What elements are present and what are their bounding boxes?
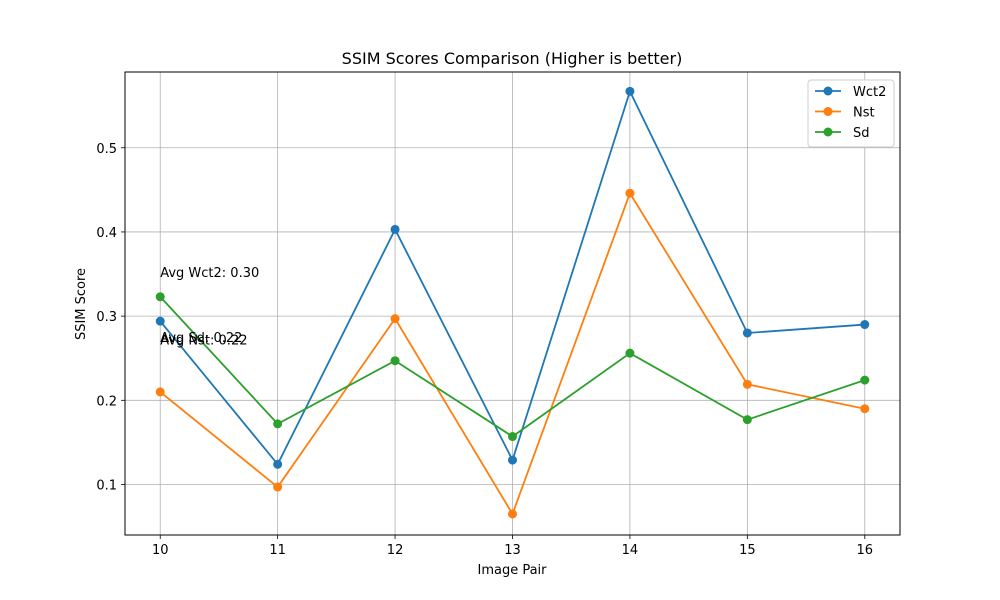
data-point-wct2 [625, 86, 635, 96]
x-tick-label: 15 [739, 543, 756, 558]
data-point-sd [860, 375, 870, 385]
data-point-wct2 [508, 455, 517, 465]
data-point-wct2 [155, 316, 165, 326]
data-point-wct2 [390, 224, 400, 234]
data-point-wct2 [860, 320, 870, 330]
legend-marker-sd [823, 127, 833, 137]
legend-marker-wct2 [823, 86, 833, 96]
data-point-nst [508, 509, 517, 519]
y-tick-label: 0.5 [96, 142, 117, 157]
data-point-nst [860, 404, 870, 414]
x-tick-label: 11 [269, 543, 286, 558]
x-tick-label: 13 [504, 543, 521, 558]
annotation: Avg Nst: 0.22 [160, 333, 247, 348]
chart-title: SSIM Scores Comparison (Higher is better… [342, 49, 683, 68]
y-axis-ticks: 0.1 0.2 0.3 0.4 0.5 [96, 142, 125, 493]
data-point-sd [390, 356, 400, 366]
data-point-sd [742, 415, 752, 425]
y-axis-label: SSIM Score [74, 268, 89, 340]
data-point-nst [273, 482, 283, 492]
x-tick-label: 10 [152, 543, 169, 558]
data-point-wct2 [742, 328, 752, 338]
y-tick-label: 0.1 [96, 478, 117, 493]
legend-label-wct2: Wct2 [853, 85, 886, 100]
x-axis-ticks: 10 11 12 13 14 15 16 [152, 535, 873, 558]
series-lines [155, 86, 870, 519]
legend: Wct2 Nst Sd [807, 79, 895, 148]
data-point-sd [273, 419, 283, 429]
data-point-nst [742, 379, 752, 389]
legend-label-sd: Sd [853, 126, 870, 141]
y-tick-label: 0.2 [96, 394, 117, 409]
x-tick-label: 12 [387, 543, 404, 558]
x-tick-label: 14 [622, 543, 639, 558]
legend-label-nst: Nst [853, 106, 875, 121]
data-point-nst [625, 188, 635, 198]
data-point-sd [625, 348, 635, 358]
data-point-nst [155, 387, 165, 397]
data-point-sd [508, 432, 517, 442]
x-tick-label: 16 [856, 543, 873, 558]
data-point-wct2 [273, 459, 283, 469]
annotation: Avg Wct2: 0.30 [160, 266, 259, 281]
legend-marker-nst [823, 107, 833, 116]
data-point-sd [155, 292, 165, 302]
grid [125, 72, 900, 535]
annotation: Avg Sd: 0.22 [160, 331, 242, 346]
y-tick-label: 0.3 [96, 310, 117, 325]
data-point-nst [390, 314, 400, 324]
x-axis-label: Image Pair [477, 563, 547, 578]
y-tick-label: 0.4 [96, 226, 117, 241]
